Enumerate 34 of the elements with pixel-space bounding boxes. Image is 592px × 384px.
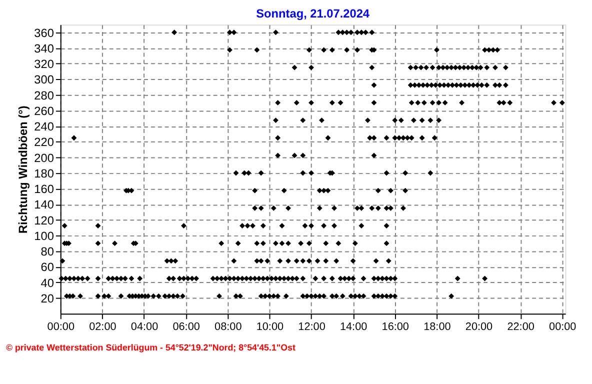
- y-tick-label: 160: [34, 182, 54, 196]
- y-tick-label: 140: [34, 198, 54, 212]
- y-axis-title: Richtung Windböen (°): [16, 106, 30, 234]
- x-tick-label: 22:00: [507, 320, 534, 333]
- y-tick-label: 340: [34, 41, 54, 56]
- x-tick-label: 20:00: [465, 320, 493, 333]
- x-tick-label: 14:00: [340, 320, 368, 333]
- x-tick-label: 10:00: [256, 320, 284, 333]
- x-tick-label: 04:00: [130, 320, 158, 333]
- y-tick-label: 360: [34, 26, 54, 40]
- x-tick-label: 06:00: [172, 320, 200, 333]
- y-tick-label: 120: [34, 213, 54, 228]
- y-tick-label: 280: [34, 88, 54, 102]
- x-tick-label: 18:00: [424, 320, 451, 333]
- y-tick-label: 60: [40, 260, 54, 274]
- y-tick-label: 80: [40, 244, 54, 259]
- y-tick-label: 100: [34, 228, 54, 243]
- x-tick-label: 00:00: [47, 320, 74, 333]
- y-tick-label: 40: [40, 276, 54, 290]
- x-tick-label: 00:00: [549, 320, 576, 333]
- y-tick-label: 260: [34, 104, 54, 118]
- y-tick-label: 20: [40, 291, 54, 306]
- x-tick-label: 02:00: [89, 320, 116, 333]
- y-tick-label: 200: [34, 150, 54, 165]
- y-tick-label: 320: [34, 57, 54, 72]
- x-tick-label: 08:00: [214, 320, 242, 333]
- text: © private Wetterstation Süderlügum - 54°52'19.2"Nord; 8°54'45.1"Ost: [6, 342, 296, 352]
- y-tick-label: 180: [34, 166, 54, 180]
- chart-title: Sonntag, 21.07.2024: [256, 6, 370, 21]
- x-tick-label: 12:00: [298, 320, 326, 333]
- x-tick-label: 16:00: [382, 320, 409, 333]
- y-tick-label: 220: [34, 135, 54, 150]
- y-tick-label: 240: [34, 120, 54, 134]
- y-tick-label: 300: [34, 72, 54, 87]
